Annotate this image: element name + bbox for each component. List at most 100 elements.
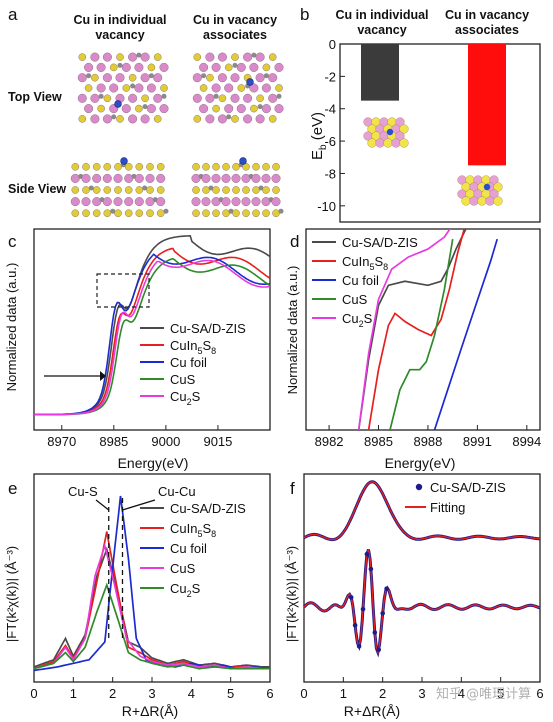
panel-e-annotation-cus: Cu-S xyxy=(68,484,98,499)
atom-s xyxy=(237,84,246,92)
crystal-structure-images xyxy=(70,52,284,217)
atom-in xyxy=(199,62,209,72)
atom-s xyxy=(192,162,200,171)
atom-in xyxy=(271,173,281,183)
atom-in xyxy=(236,62,246,72)
data-point xyxy=(372,630,378,635)
panel-b-cat2-line2: associates xyxy=(455,23,519,37)
watermark: 知乎 @唯理计算 xyxy=(436,686,531,702)
atom-in xyxy=(251,173,261,183)
atom-in xyxy=(199,104,209,114)
panel-f-xlabel: R+ΔR(Å) xyxy=(344,703,400,719)
inset-atom xyxy=(461,196,471,206)
atom-zn xyxy=(148,73,154,79)
panel-c-xtick-label: 8970 xyxy=(47,434,76,449)
atom-s xyxy=(78,115,87,123)
atom-in xyxy=(102,73,112,83)
panel-c: c Normalized data (a.u.) Energy(eV) 8970… xyxy=(4,228,271,471)
top-view-associates xyxy=(192,52,284,124)
atom-in xyxy=(140,52,150,62)
atom-zn xyxy=(130,83,136,89)
panel-a-letter: a xyxy=(8,5,18,24)
atom-s xyxy=(97,104,105,113)
panel-b-letter: b xyxy=(300,5,309,24)
panel-c-xtick-label: 9015 xyxy=(203,434,232,449)
atom-s xyxy=(262,186,270,194)
panel-f-xtick-label: 0 xyxy=(300,686,307,701)
panel-d-ylabel: Normalized data (a.u.) xyxy=(285,266,300,395)
atom-zn xyxy=(88,185,94,191)
atom-zn xyxy=(161,93,167,99)
atom-in xyxy=(124,173,134,183)
atom-s xyxy=(146,209,154,217)
atom-in xyxy=(113,173,123,183)
atom-in xyxy=(81,173,91,183)
atom-in xyxy=(102,173,112,183)
atom-s xyxy=(232,209,240,217)
atom-zn xyxy=(111,114,117,120)
atom-in xyxy=(236,104,246,114)
atom-s xyxy=(141,94,149,103)
atom-s xyxy=(192,186,200,194)
atom-s xyxy=(262,63,271,72)
atom-in xyxy=(201,173,211,183)
atom-in xyxy=(128,93,138,103)
panel-e-letter: e xyxy=(8,479,17,498)
data-point xyxy=(360,606,366,612)
atom-s xyxy=(272,209,280,217)
legend-sub: 8 xyxy=(383,262,388,272)
atom-s xyxy=(160,84,168,92)
atom-s xyxy=(242,186,250,194)
panel-e-pointer-cucu xyxy=(122,499,156,511)
atom-in xyxy=(201,197,211,207)
legend-sub: 2 xyxy=(187,397,192,407)
panel-b-chart: 0 -2 -4 -6 -8 -10 xyxy=(317,37,541,223)
atom-in xyxy=(153,93,163,103)
atom-s xyxy=(156,162,165,171)
inset-associates xyxy=(457,175,503,206)
atom-in xyxy=(156,197,166,207)
atom-in xyxy=(153,73,163,83)
bar-vacancy-associates xyxy=(468,44,506,166)
atom-zn xyxy=(208,185,214,191)
atom-in xyxy=(77,73,87,83)
atom-in xyxy=(121,62,131,72)
legend-sub: 2 xyxy=(359,319,364,329)
atom-in xyxy=(192,73,202,83)
legend-s: S xyxy=(192,581,201,596)
atom-s xyxy=(268,115,277,123)
legend-label: Cu2S xyxy=(170,389,201,407)
atom-zn xyxy=(117,62,123,68)
panel-e-xtick-label: 3 xyxy=(148,686,155,701)
fit-magnitude xyxy=(303,481,540,541)
legend-sub: 8 xyxy=(211,346,216,356)
legend-label: Cu-SA/D-ZIS xyxy=(170,501,246,516)
atom-s xyxy=(212,104,220,113)
atom-s xyxy=(78,53,87,61)
atom-in xyxy=(217,52,227,62)
line-cuin5s8 xyxy=(367,229,466,430)
atom-s xyxy=(262,162,270,171)
panel-d-frame xyxy=(305,228,541,431)
atom-in xyxy=(274,62,284,72)
inset-atom xyxy=(399,138,409,148)
atom-s xyxy=(275,84,283,92)
atom-in xyxy=(102,52,112,62)
atom-s xyxy=(262,209,270,217)
atom-in xyxy=(261,83,271,93)
atom-s xyxy=(199,84,208,92)
side-view-associates xyxy=(191,157,284,217)
atom-in xyxy=(96,83,106,93)
panel-a-col1-line1: Cu in individual xyxy=(73,13,166,27)
legend-sub: 5 xyxy=(369,262,374,272)
atom-zn xyxy=(257,104,263,110)
fit-real-part xyxy=(303,549,541,655)
bar-individual-vacancy xyxy=(361,44,399,101)
atom-s xyxy=(252,186,260,194)
atom-s xyxy=(147,63,156,72)
panel-c-frame xyxy=(33,228,271,431)
atom-s xyxy=(103,209,112,217)
atom-in xyxy=(243,52,253,62)
panel-b-ytick-label: -4 xyxy=(324,102,336,117)
atom-zn xyxy=(251,52,257,58)
